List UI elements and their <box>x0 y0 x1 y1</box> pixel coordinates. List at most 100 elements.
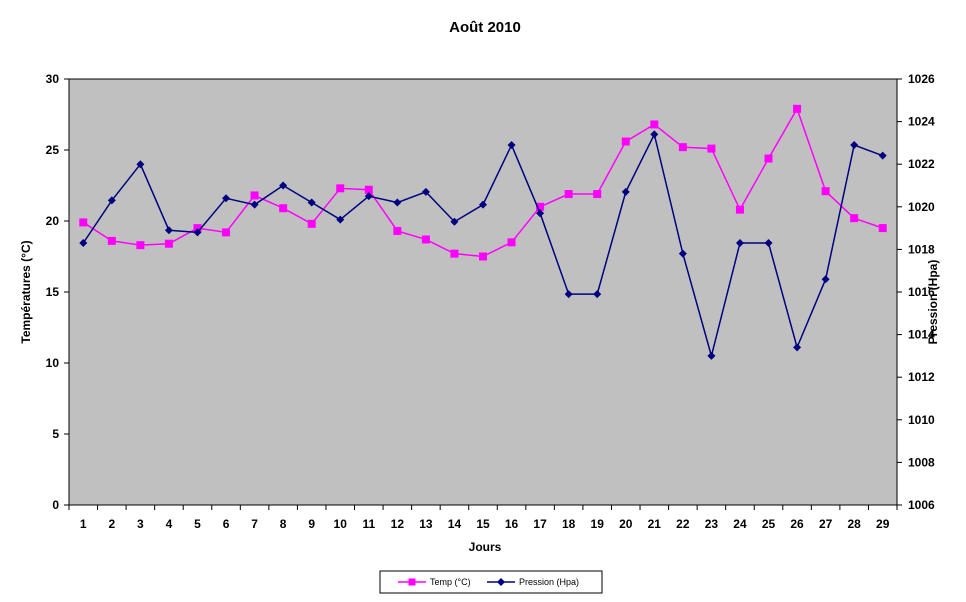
data-point <box>164 226 173 235</box>
x-tick-label: 3 <box>137 517 144 531</box>
y-right-tick-label: 1006 <box>908 498 935 512</box>
x-tick-label: 17 <box>533 517 547 531</box>
data-point <box>821 275 830 284</box>
data-point <box>393 226 402 235</box>
x-tick-label: 7 <box>251 517 258 531</box>
data-point <box>421 235 430 244</box>
legend: Temp (°C) Pression (Hpa) <box>379 570 603 594</box>
data-point <box>107 196 116 205</box>
x-tick-label: 24 <box>733 517 747 531</box>
x-tick-label: 28 <box>847 517 861 531</box>
x-tick-label: 11 <box>362 517 375 531</box>
data-point <box>678 143 687 152</box>
x-axis-title: Jours <box>469 540 502 554</box>
x-tick-label: 12 <box>391 517 405 531</box>
x-tick-label: 22 <box>676 517 690 531</box>
data-point <box>450 217 459 226</box>
data-point <box>878 151 887 160</box>
data-point <box>821 187 830 196</box>
data-point <box>164 239 173 248</box>
data-point <box>79 218 88 227</box>
x-tick-label: 25 <box>762 517 776 531</box>
plot-area <box>68 78 898 506</box>
x-tick-label: 23 <box>705 517 719 531</box>
chart-title: Août 2010 <box>449 19 521 36</box>
data-point <box>79 239 88 248</box>
data-point <box>364 185 373 194</box>
data-point <box>735 205 744 214</box>
data-point <box>222 228 231 237</box>
data-point <box>479 252 487 261</box>
y-left-tick-label: 5 <box>52 427 59 441</box>
data-point <box>507 238 516 247</box>
data-point <box>107 236 116 245</box>
data-point <box>564 290 573 299</box>
data-point <box>850 141 859 150</box>
data-point <box>621 137 630 146</box>
x-tick-label: 4 <box>166 517 173 531</box>
data-point <box>222 194 231 203</box>
data-point <box>793 343 802 352</box>
x-tick-label: 18 <box>562 517 576 531</box>
x-tick-label: 26 <box>790 517 804 531</box>
data-point <box>279 204 288 213</box>
legend-label: Pression (Hpa) <box>519 577 579 587</box>
data-point <box>393 198 402 207</box>
data-point <box>479 200 487 209</box>
data-point <box>650 120 659 129</box>
data-point <box>507 141 516 150</box>
data-point <box>764 239 773 248</box>
series-2 <box>79 130 887 360</box>
data-point <box>735 239 744 248</box>
y-right-tick-label: 1018 <box>908 242 935 256</box>
y-right-tick-label: 1010 <box>908 413 935 427</box>
y-right-tick-label: 1020 <box>908 200 935 214</box>
x-tick-label: 6 <box>223 517 230 531</box>
data-point <box>193 228 202 237</box>
legend-marker <box>497 578 505 586</box>
y-right-tick-label: 1024 <box>908 115 935 129</box>
data-point <box>193 224 202 233</box>
series-1 <box>79 104 887 261</box>
data-point <box>307 198 316 207</box>
data-point <box>707 351 716 360</box>
data-point <box>707 144 716 153</box>
data-point <box>307 219 316 228</box>
y-right-axis-title: Pression (Hpa) <box>926 260 940 345</box>
x-tick-label: 8 <box>280 517 287 531</box>
data-point <box>593 190 602 199</box>
data-point <box>850 214 859 223</box>
series-layer <box>79 104 887 360</box>
y-right-tick-label: 1026 <box>908 72 935 86</box>
x-tick-label: 1 <box>80 517 87 531</box>
x-tick-label: 27 <box>819 517 833 531</box>
data-point <box>593 290 602 299</box>
legend-marker <box>408 578 416 586</box>
data-point <box>336 184 345 193</box>
legend-label: Temp (°C) <box>430 577 471 587</box>
data-point <box>764 154 773 163</box>
y-right-tick-label: 1014 <box>908 328 935 342</box>
x-tick-label: 21 <box>648 517 662 531</box>
data-point <box>678 249 687 258</box>
y-left-tick-label: 0 <box>52 498 59 512</box>
y-right-tick-label: 1016 <box>908 285 935 299</box>
x-tick-label: 13 <box>419 517 433 531</box>
data-point <box>136 160 145 169</box>
x-tick-label: 29 <box>876 517 890 531</box>
data-point <box>250 200 259 209</box>
data-point <box>650 130 659 139</box>
x-tick-label: 14 <box>448 517 462 531</box>
y-left-tick-label: 25 <box>46 143 60 157</box>
x-tick-label: 16 <box>505 517 519 531</box>
y-right-tick-label: 1008 <box>908 455 935 469</box>
data-point <box>450 249 459 258</box>
y-left-axis-title: Températures (°C) <box>19 240 33 343</box>
data-point <box>621 187 630 196</box>
data-point <box>336 215 345 224</box>
x-tick-label: 15 <box>476 517 490 531</box>
data-point <box>536 202 545 211</box>
x-tick-label: 10 <box>334 517 348 531</box>
data-point <box>793 104 802 113</box>
y-left-tick-label: 30 <box>46 72 60 86</box>
